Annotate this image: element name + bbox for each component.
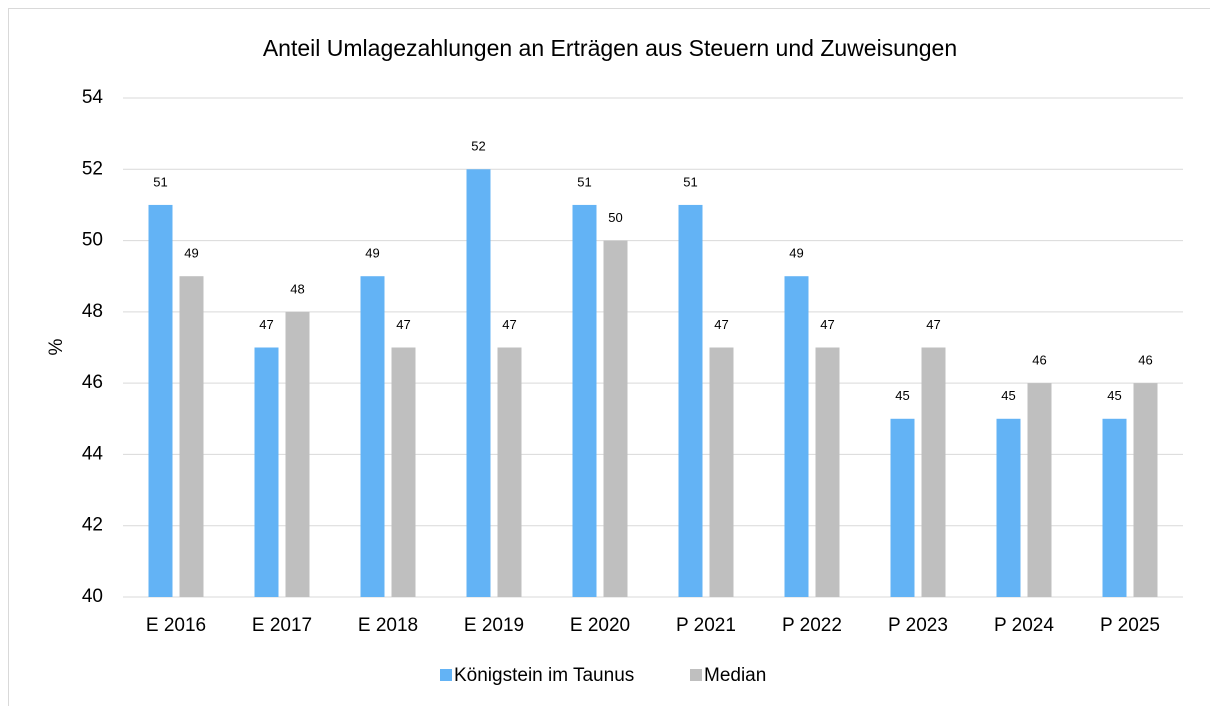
value-label: 47 bbox=[926, 317, 940, 332]
bar bbox=[815, 347, 840, 597]
value-label: 46 bbox=[1138, 353, 1152, 368]
bar bbox=[360, 276, 385, 597]
value-label: 47 bbox=[502, 317, 516, 332]
legend-label: Königstein im Taunus bbox=[454, 665, 634, 686]
bar bbox=[1133, 383, 1158, 597]
value-label: 47 bbox=[259, 317, 273, 332]
value-label: 47 bbox=[396, 317, 410, 332]
value-label: 49 bbox=[365, 246, 379, 261]
value-label: 45 bbox=[1001, 388, 1015, 403]
value-label: 51 bbox=[683, 174, 697, 189]
y-axis-label: % bbox=[46, 338, 67, 355]
x-tick-label: E 2016 bbox=[146, 615, 206, 636]
value-label: 52 bbox=[471, 139, 485, 154]
chart-frame bbox=[8, 8, 1210, 706]
y-tick-label: 50 bbox=[82, 230, 103, 251]
bar bbox=[1102, 418, 1127, 597]
bar bbox=[497, 347, 522, 597]
value-label: 48 bbox=[290, 281, 304, 296]
y-tick-label: 40 bbox=[82, 586, 103, 607]
value-label: 51 bbox=[153, 174, 167, 189]
value-label: 49 bbox=[184, 246, 198, 261]
bar bbox=[678, 204, 703, 597]
bar bbox=[179, 276, 204, 597]
legend-swatch bbox=[440, 669, 452, 681]
bar bbox=[709, 347, 734, 597]
value-label: 46 bbox=[1032, 353, 1046, 368]
legend-swatch bbox=[690, 669, 702, 681]
bar bbox=[254, 347, 279, 597]
x-tick-label: E 2020 bbox=[570, 615, 630, 636]
bar bbox=[466, 169, 491, 598]
x-tick-label: P 2021 bbox=[676, 615, 736, 636]
bar bbox=[890, 418, 915, 597]
x-tick-label: P 2022 bbox=[782, 615, 842, 636]
bar bbox=[572, 204, 597, 597]
value-label: 45 bbox=[895, 388, 909, 403]
x-tick-label: E 2018 bbox=[358, 615, 418, 636]
y-tick-label: 44 bbox=[82, 443, 104, 464]
y-tick-label: 54 bbox=[82, 87, 104, 108]
x-tick-label: E 2017 bbox=[252, 615, 312, 636]
value-label: 49 bbox=[789, 246, 803, 261]
y-tick-label: 52 bbox=[82, 158, 103, 179]
bar bbox=[1027, 383, 1052, 597]
y-tick-label: 46 bbox=[82, 372, 103, 393]
bar bbox=[391, 347, 416, 597]
bar bbox=[996, 418, 1021, 597]
bar bbox=[148, 204, 173, 597]
value-label: 45 bbox=[1107, 388, 1121, 403]
value-label: 51 bbox=[577, 174, 591, 189]
x-tick-label: P 2025 bbox=[1100, 615, 1160, 636]
y-tick-label: 48 bbox=[82, 301, 103, 322]
x-tick-label: P 2023 bbox=[888, 615, 948, 636]
value-label: 47 bbox=[820, 317, 834, 332]
chart-title: Anteil Umlagezahlungen an Erträgen aus S… bbox=[263, 35, 957, 61]
y-tick-label: 42 bbox=[82, 515, 103, 536]
x-tick-label: P 2024 bbox=[994, 615, 1054, 636]
bar bbox=[921, 347, 946, 597]
legend-label: Median bbox=[704, 665, 766, 686]
bar bbox=[285, 311, 310, 597]
value-label: 50 bbox=[608, 210, 622, 225]
x-tick-label: E 2019 bbox=[464, 615, 524, 636]
bar bbox=[784, 276, 809, 597]
value-label: 47 bbox=[714, 317, 728, 332]
bar bbox=[603, 240, 628, 598]
